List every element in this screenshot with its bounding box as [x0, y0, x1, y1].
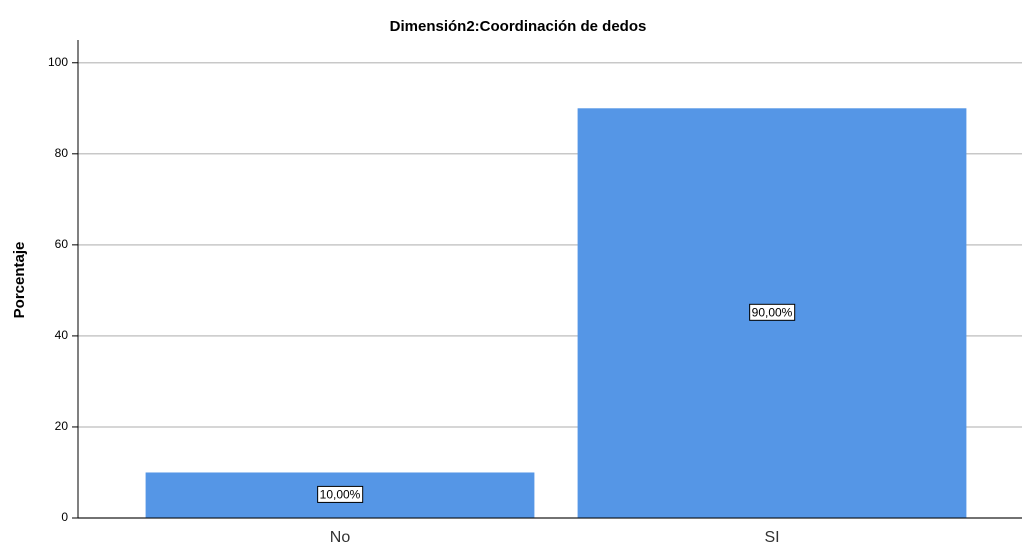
value-label-box — [317, 485, 364, 503]
chart-title: Dimensión2:Coordinación de dedos — [390, 18, 647, 35]
y-tick-label: 100 — [48, 55, 68, 69]
y-tick-label: 60 — [55, 237, 69, 251]
x-tick-label: SI — [764, 529, 779, 546]
y-tick-label: 80 — [55, 146, 69, 160]
value-label: 10,00% — [320, 487, 361, 501]
y-tick-label: 40 — [55, 328, 69, 342]
y-tick-label: 20 — [55, 419, 69, 433]
y-tick-label: 0 — [61, 510, 68, 524]
y-axis-label: Porcentaje — [11, 242, 28, 319]
value-label-box — [749, 303, 796, 321]
value-label: 90,00% — [752, 305, 793, 319]
x-tick-label: No — [330, 529, 351, 546]
